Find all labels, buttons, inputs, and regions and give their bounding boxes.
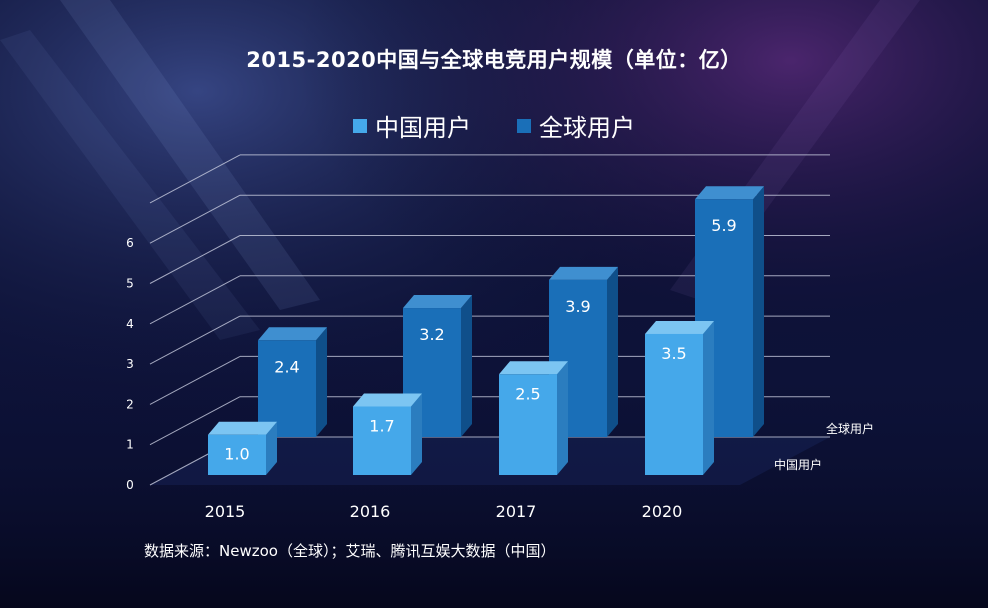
bar-global-top [549, 266, 618, 280]
grid-line-side [149, 154, 241, 204]
grid-line-side [149, 194, 241, 244]
y-tick-label: 4 [126, 317, 134, 331]
bar-global-top [403, 295, 472, 309]
grid-line-side [149, 235, 241, 284]
bar-global [258, 340, 316, 437]
value-label-global: 5.9 [711, 216, 736, 235]
data-source-note: 数据来源：Newzoo（全球）；艾瑞、腾讯互娱大数据（中国） [144, 542, 556, 560]
grid-line-side [149, 396, 241, 446]
x-tick-label: 2016 [350, 502, 391, 521]
legend-item-global: 全球用户 [517, 108, 635, 143]
bar-global-top [695, 186, 764, 200]
bar-global-side [316, 327, 327, 437]
grid-line-side [149, 355, 241, 405]
x-tick-label: 2017 [496, 502, 537, 521]
bar-global-top [258, 327, 327, 341]
x-tick-label: 2020 [642, 502, 683, 521]
grid-line-side [149, 315, 241, 365]
y-tick-label: 1 [126, 438, 134, 452]
x-tick-label: 2015 [205, 502, 246, 521]
value-label-china: 1.7 [369, 416, 394, 435]
bar-global-side [461, 295, 472, 437]
bar-china [645, 333, 703, 475]
y-tick-label: 5 [126, 277, 134, 291]
bar-china-side [557, 361, 568, 475]
bar-china [353, 406, 411, 475]
legend-item-china: 中国用户 [353, 108, 471, 143]
bar-china-side [411, 393, 422, 475]
y-tick-label: 3 [126, 357, 134, 371]
chart-title: 2015-2020中国与全球电竞用户规模（单位：亿） [246, 48, 742, 72]
y-tick-label: 6 [126, 236, 134, 250]
value-label-global: 3.9 [565, 297, 590, 316]
bar-china [499, 374, 557, 475]
value-label-china: 1.0 [224, 445, 249, 464]
bar-china-side [703, 320, 714, 475]
grid-line-side [149, 275, 241, 325]
depth-label-china: 中国用户 [774, 457, 822, 472]
legend-swatch-china [353, 118, 367, 133]
depth-label-global: 全球用户 [826, 421, 874, 436]
y-tick-label: 2 [126, 397, 134, 411]
bar-global-side [753, 186, 764, 437]
legend-label-china: 中国用户 [375, 114, 471, 142]
y-tick-label: 0 [126, 478, 134, 492]
chart-legend: 中国用户 全球用户 [0, 108, 988, 143]
value-label-china: 3.5 [661, 344, 686, 363]
bar-china-side [266, 421, 277, 475]
value-label-global: 2.4 [274, 357, 299, 376]
bar-global-side [607, 266, 618, 437]
legend-label-global: 全球用户 [539, 114, 635, 142]
legend-swatch-global [517, 118, 531, 133]
bar-china-top [645, 320, 714, 334]
value-label-china: 2.5 [515, 384, 540, 403]
bar-china [208, 434, 266, 475]
bar-china-top [208, 421, 277, 435]
bar-china-top [353, 393, 422, 407]
value-label-global: 3.2 [419, 325, 444, 344]
bar-china-top [499, 361, 568, 375]
